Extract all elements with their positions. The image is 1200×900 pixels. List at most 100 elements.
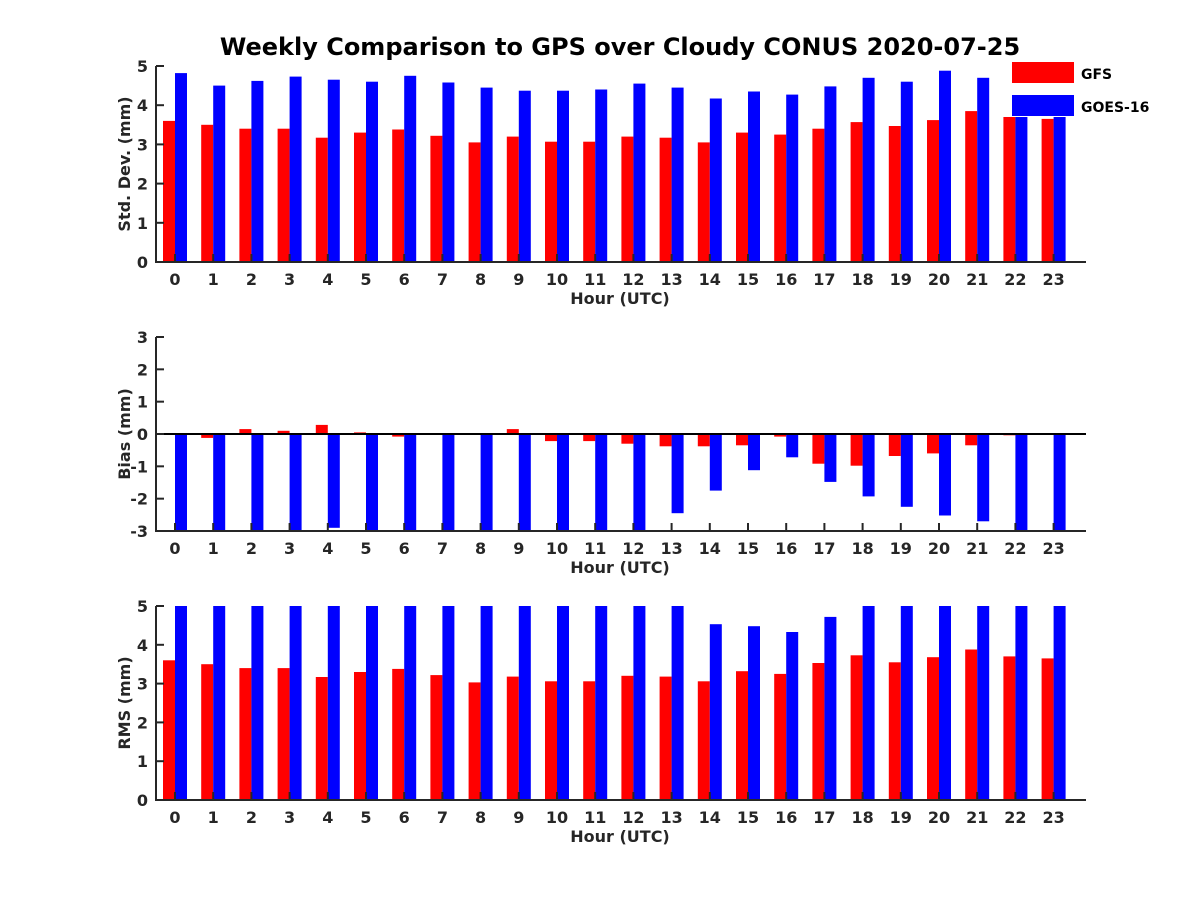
std-dev-x-tick-label: 11 [584, 270, 606, 289]
std-dev-x-tick-label: 15 [737, 270, 759, 289]
bar-goes-16-0 [175, 434, 187, 531]
bias-x-tick-label: 13 [660, 539, 682, 558]
bar-goes-16-17 [824, 616, 837, 800]
bar-gfs-12 [621, 136, 634, 262]
rms-x-tick-label: 5 [360, 808, 371, 827]
bar-goes-16-14 [709, 624, 722, 800]
std-dev-x-tick-label: 4 [322, 270, 333, 289]
bar-goes-16-4 [327, 434, 340, 528]
bias-x-tick-label: 22 [1004, 539, 1026, 558]
bar-gfs-13 [659, 137, 672, 262]
rms-y-tick-label: 3 [137, 675, 148, 694]
bias-x-tick-label: 18 [851, 539, 873, 558]
bar-goes-16-5 [366, 606, 378, 800]
std-dev-y-tick-label: 5 [137, 57, 148, 76]
figure-title: Weekly Comparison to GPS over Cloudy CON… [220, 33, 1020, 61]
std-dev-y-tick-label: 0 [137, 253, 148, 272]
bar-gfs-17 [812, 434, 825, 464]
bar-gfs-12 [621, 434, 634, 444]
bar-goes-16-19 [900, 434, 913, 507]
bar-gfs-3 [277, 668, 290, 800]
bar-goes-16-8 [480, 434, 493, 531]
bar-gfs-7 [430, 135, 443, 262]
bar-goes-16-6 [404, 606, 417, 800]
std-dev-x-tick-label: 12 [622, 270, 644, 289]
bar-goes-16-14 [709, 434, 722, 491]
bar-goes-16-11 [595, 606, 608, 800]
bias-y-axis-label: Bias (mm) [115, 388, 134, 480]
bias-x-tick-label: 6 [399, 539, 410, 558]
rms-x-tick-label: 16 [775, 808, 797, 827]
bias-x-tick-label: 7 [437, 539, 448, 558]
bias-x-tick-label: 10 [546, 539, 568, 558]
bar-goes-16-11 [595, 434, 608, 531]
bias-y-tick-label: -1 [130, 457, 148, 476]
legend-label-goes-16: GOES-16 [1081, 100, 1149, 116]
bar-goes-16-16 [786, 632, 799, 800]
bar-gfs-6 [392, 668, 405, 800]
bar-goes-16-12 [633, 606, 646, 800]
bar-gfs-19 [888, 662, 901, 800]
bar-goes-16-20 [939, 434, 951, 516]
bias-x-axis-label: Hour (UTC) [570, 558, 670, 577]
bar-gfs-9 [506, 429, 519, 434]
bar-gfs-1 [201, 434, 214, 438]
rms-x-tick-label: 1 [208, 808, 219, 827]
bar-gfs-3 [277, 430, 290, 434]
bar-gfs-22 [1003, 656, 1016, 800]
bias-y-tick-label: -2 [130, 490, 148, 509]
bias-x-tick-label: 9 [513, 539, 524, 558]
rms-x-tick-label: 11 [584, 808, 606, 827]
bar-goes-16-0 [175, 73, 187, 262]
bar-gfs-13 [659, 676, 672, 800]
bar-gfs-10 [545, 681, 557, 800]
bar-goes-16-8 [480, 87, 493, 262]
bar-goes-16-17 [824, 434, 837, 482]
bar-goes-16-6 [404, 75, 417, 262]
bias-x-tick-label: 3 [284, 539, 295, 558]
std-dev-y-axis-label: Std. Dev. (mm) [115, 96, 134, 231]
bar-gfs-14 [697, 434, 710, 447]
bar-gfs-19 [888, 126, 901, 262]
bar-goes-16-22 [1015, 76, 1028, 262]
rms-x-tick-label: 12 [622, 808, 644, 827]
rms-x-tick-label: 20 [928, 808, 950, 827]
bar-goes-16-2 [251, 606, 264, 800]
bar-gfs-10 [545, 141, 557, 262]
bias-x-tick-label: 15 [737, 539, 759, 558]
bar-gfs-17 [812, 128, 825, 262]
bias-x-tick-label: 11 [584, 539, 606, 558]
bar-goes-16-3 [289, 76, 302, 262]
bar-goes-16-10 [557, 90, 569, 262]
bias-y-tick-label: 3 [137, 328, 148, 347]
rms-x-tick-label: 7 [437, 808, 448, 827]
std-dev-x-tick-label: 5 [360, 270, 371, 289]
bar-gfs-20 [927, 657, 939, 800]
bar-gfs-21 [965, 111, 978, 262]
rms-x-tick-label: 6 [399, 808, 410, 827]
bar-gfs-3 [277, 128, 290, 262]
legend: GFS GOES-16 [1008, 61, 1152, 117]
bar-gfs-4 [315, 137, 328, 262]
bias-x-tick-label: 1 [208, 539, 219, 558]
bar-gfs-2 [239, 128, 252, 262]
bar-gfs-1 [201, 124, 214, 262]
bias-y-tick-label: 1 [137, 393, 148, 412]
bar-goes-16-4 [327, 606, 340, 800]
bar-gfs-7 [430, 675, 443, 800]
std-dev-x-tick-label: 13 [660, 270, 682, 289]
bar-gfs-13 [659, 434, 672, 447]
bar-goes-16-15 [748, 626, 760, 800]
bar-gfs-5 [354, 672, 366, 800]
bar-goes-16-21 [977, 606, 990, 800]
rms-y-tick-label: 5 [137, 597, 148, 616]
bar-goes-16-5 [366, 434, 378, 531]
bar-gfs-0 [163, 120, 175, 263]
bar-gfs-2 [239, 668, 252, 800]
bar-gfs-16 [774, 673, 787, 800]
bar-gfs-6 [392, 129, 405, 262]
std-dev-x-tick-label: 17 [813, 270, 835, 289]
bar-gfs-18 [850, 434, 863, 466]
